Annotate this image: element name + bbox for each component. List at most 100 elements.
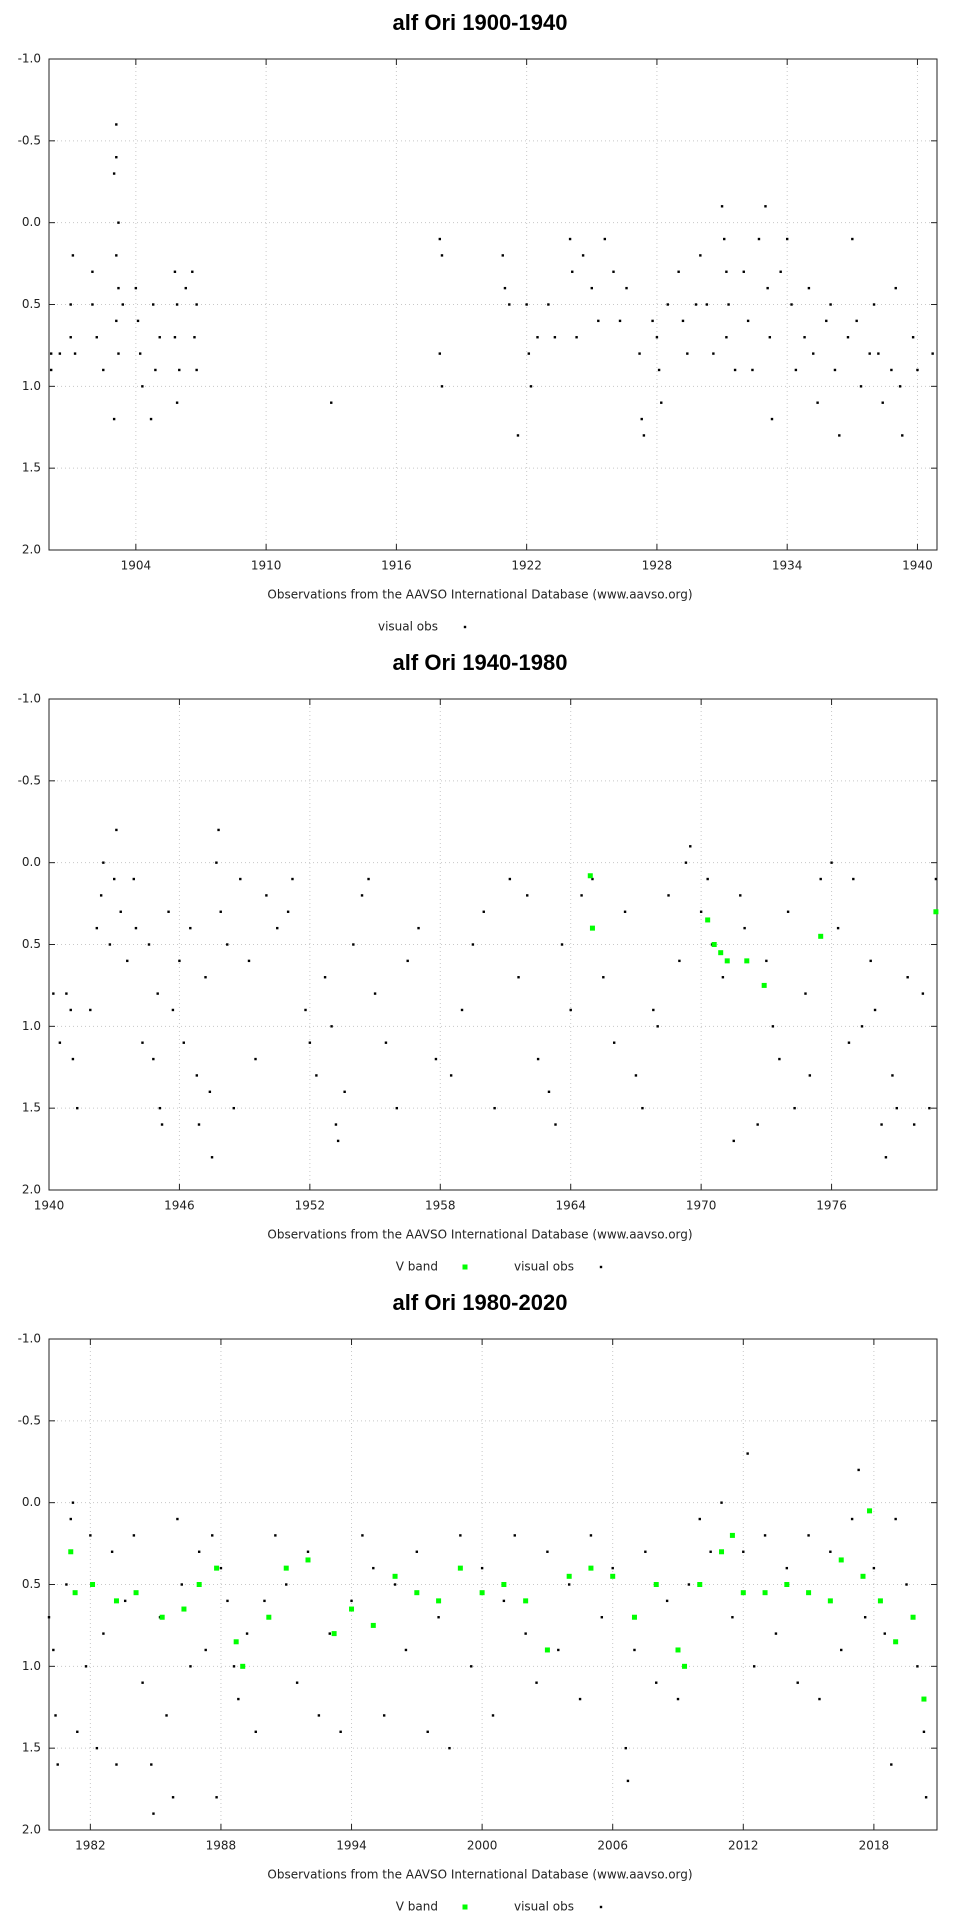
legend-label: visual obs (514, 1900, 574, 1914)
data-point (219, 1566, 223, 1570)
data-point (480, 1566, 484, 1570)
data-point (739, 894, 742, 897)
y-tick-label: -1.0 (18, 52, 41, 66)
data-point (751, 368, 754, 372)
data-point (226, 943, 229, 946)
data-point (666, 303, 669, 306)
data-point (712, 352, 715, 355)
data-point (503, 286, 507, 290)
data-point (501, 1582, 507, 1587)
data-point (404, 1648, 408, 1652)
data-point (336, 1139, 340, 1143)
data-point (189, 1665, 192, 1668)
data-point (215, 1796, 218, 1799)
data-point (547, 303, 550, 306)
x-tick-label: 1928 (642, 559, 673, 573)
data-point (89, 1008, 92, 1012)
data-point (175, 401, 179, 404)
data-point (211, 1534, 214, 1537)
y-tick-label: -1.0 (18, 1332, 41, 1346)
data-point (108, 943, 112, 946)
x-axis-caption: Observations from the AAVSO Internationa… (267, 1228, 692, 1242)
x-tick-label: 1910 (251, 559, 282, 573)
data-point (119, 910, 122, 913)
data-point (867, 1508, 873, 1514)
data-point (768, 336, 772, 339)
data-point (367, 877, 370, 881)
data-point (898, 385, 902, 388)
data-point (102, 1632, 105, 1635)
data-point (195, 303, 198, 306)
data-point (239, 877, 242, 881)
data-point (240, 1663, 246, 1669)
data-point (415, 1550, 419, 1553)
data-point (460, 1008, 464, 1012)
data-point (536, 336, 539, 339)
data-point (634, 1074, 638, 1077)
data-point (796, 1681, 799, 1684)
y-tick-label: -0.5 (18, 133, 41, 147)
data-point (115, 254, 118, 257)
data-point (52, 992, 55, 995)
data-point (217, 828, 220, 832)
data-point (794, 368, 798, 372)
data-point (921, 1696, 927, 1702)
chart-title: alf Ori 1980-2020 (393, 1290, 568, 1315)
data-point (589, 925, 595, 931)
legend-marker (462, 1904, 468, 1910)
data-point (115, 319, 118, 323)
data-point (178, 368, 181, 372)
y-tick-label: 1.0 (22, 1019, 41, 1033)
chart: alf Ori 1940-1980 -1.0 -0.5 0.0 0.5 1.0 1.5 2.0… (18, 650, 939, 1274)
data-point (175, 303, 179, 306)
data-point (470, 1665, 473, 1668)
data-point (69, 336, 72, 339)
data-point (56, 1763, 59, 1766)
data-point (95, 1746, 99, 1750)
data-point (524, 1632, 527, 1635)
data-point (434, 1057, 438, 1061)
data-point (471, 943, 475, 946)
y-tick-label: 1.5 (22, 461, 41, 475)
data-point (204, 976, 207, 979)
data-point (743, 926, 746, 930)
data-point (457, 1565, 463, 1571)
plot-frame (48, 58, 938, 551)
data-point (414, 1590, 420, 1596)
data-point (152, 1057, 155, 1061)
data-point (426, 1730, 429, 1733)
x-tick-label: 1982 (75, 1839, 106, 1853)
data-point (851, 237, 854, 241)
data-point (718, 950, 724, 956)
x-tick-label: 1988 (206, 1839, 237, 1853)
data-point (618, 319, 622, 323)
y-tick-label: 2.0 (22, 543, 41, 557)
x-tick-label: 1904 (121, 559, 152, 573)
data-point (580, 894, 583, 897)
data-point (274, 1534, 277, 1537)
data-point (808, 1074, 812, 1077)
data-point (597, 319, 600, 323)
data-point (774, 1632, 778, 1635)
data-point (891, 1074, 894, 1077)
data-point (877, 352, 880, 355)
data-point (744, 958, 750, 964)
data-point (765, 959, 768, 963)
data-point (818, 1697, 821, 1701)
data-point (638, 352, 641, 355)
data-point (132, 877, 135, 881)
data-point (721, 976, 725, 979)
data-point (910, 1614, 916, 1620)
data-point (667, 894, 670, 897)
data-point (266, 1614, 272, 1620)
data-point (657, 368, 661, 372)
data-point (905, 1583, 908, 1586)
x-axis-caption: Observations from the AAVSO Internationa… (267, 588, 692, 602)
chart: alf Ori 1900-1940 -1.0 -0.5 0.0 0.5 1.0 1.5 2.0… (18, 10, 938, 634)
data-point (516, 434, 520, 437)
data-point (612, 1041, 616, 1044)
data-point (566, 1573, 572, 1579)
data-point (406, 959, 409, 963)
data-point (173, 270, 177, 273)
data-point (771, 1025, 775, 1028)
